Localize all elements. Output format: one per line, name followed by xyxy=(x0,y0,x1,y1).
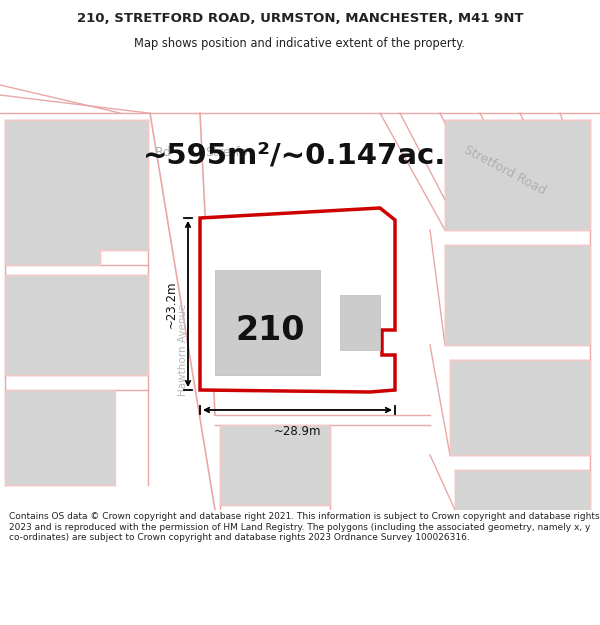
Text: Hawthorn Avenue: Hawthorn Avenue xyxy=(178,304,188,396)
Polygon shape xyxy=(350,113,600,510)
Text: Stretford Road: Stretford Road xyxy=(462,143,548,197)
Text: Stretfo: Stretfo xyxy=(205,146,248,159)
Text: 210: 210 xyxy=(235,314,305,346)
Polygon shape xyxy=(455,470,590,510)
Text: Rd: Rd xyxy=(155,146,172,159)
Polygon shape xyxy=(0,55,600,110)
Polygon shape xyxy=(5,275,148,375)
Polygon shape xyxy=(445,120,590,230)
Text: 210, STRETFORD ROAD, URMSTON, MANCHESTER, M41 9NT: 210, STRETFORD ROAD, URMSTON, MANCHESTER… xyxy=(77,12,523,25)
Polygon shape xyxy=(200,208,395,392)
Polygon shape xyxy=(5,390,115,485)
Text: ~595m²/~0.147ac.: ~595m²/~0.147ac. xyxy=(143,141,446,169)
Polygon shape xyxy=(450,360,590,455)
Text: Contains OS data © Crown copyright and database right 2021. This information is : Contains OS data © Crown copyright and d… xyxy=(9,512,599,542)
Polygon shape xyxy=(148,415,430,475)
Polygon shape xyxy=(215,270,320,375)
Text: Map shows position and indicative extent of the property.: Map shows position and indicative extent… xyxy=(134,38,466,51)
Polygon shape xyxy=(0,55,600,113)
Text: ~23.2m: ~23.2m xyxy=(165,280,178,328)
Text: ~28.9m: ~28.9m xyxy=(274,425,321,438)
Polygon shape xyxy=(445,245,590,345)
Polygon shape xyxy=(340,295,380,350)
Polygon shape xyxy=(220,425,330,505)
Polygon shape xyxy=(148,113,215,510)
Polygon shape xyxy=(5,120,148,265)
